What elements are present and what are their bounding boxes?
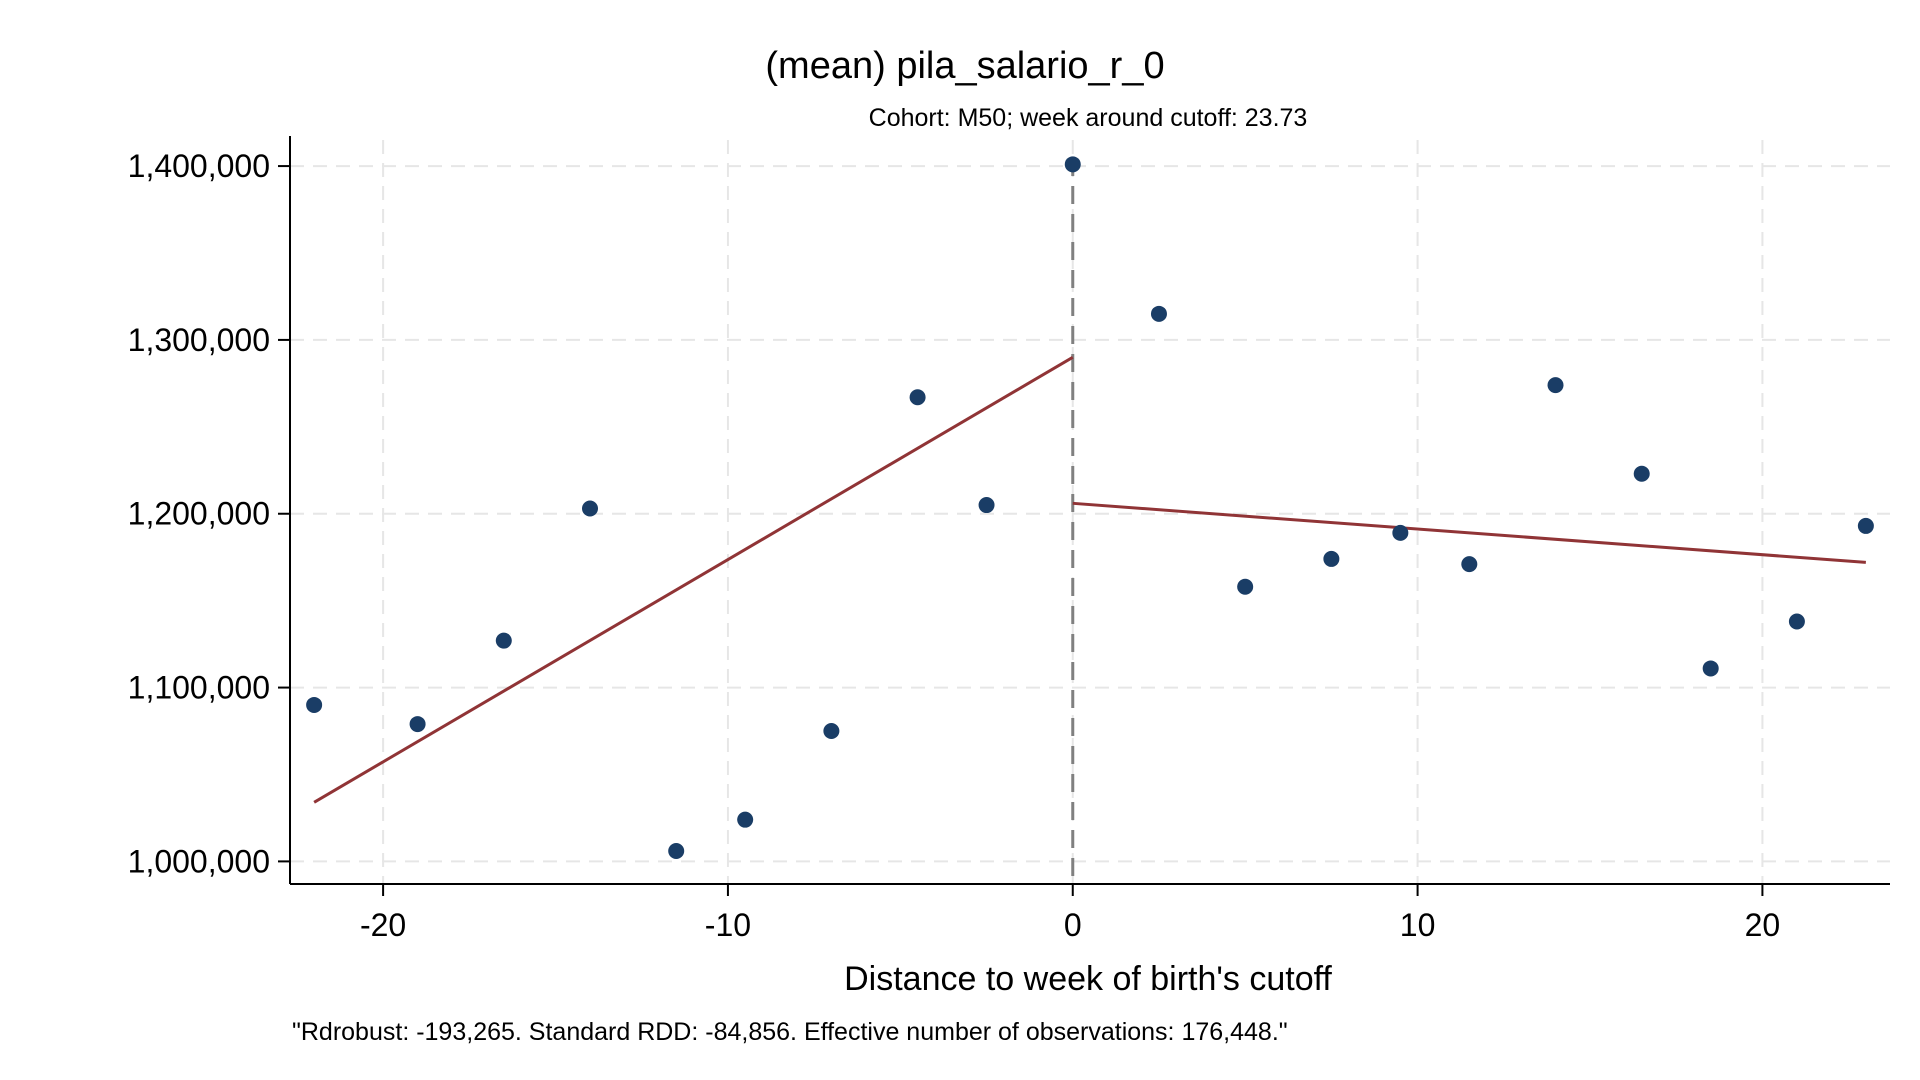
data-point-18: [1788, 613, 1805, 630]
x-tick-label-1: -10: [705, 907, 751, 943]
data-point-11: [1237, 578, 1254, 595]
axes: -20 -10 0 10 20 1,000,000 1,100,000 1,200,000 1,…: [128, 136, 1890, 943]
x-tick-label-2: 0: [1064, 907, 1082, 943]
data-point-3: [582, 500, 598, 517]
data-point-17: [1702, 660, 1719, 677]
data-point-0: [306, 696, 323, 713]
data-points: [306, 156, 1874, 859]
chart-subtitle: Cohort: M50; week around cutoff: 23.73: [869, 104, 1308, 132]
fit-line-1: [1072, 501, 1866, 564]
data-point-10: [1150, 305, 1167, 322]
data-point-8: [978, 497, 995, 514]
data-point-6: [823, 723, 840, 740]
y-tick-label-1: 1,100,000: [128, 670, 270, 706]
fit-line-0: [313, 355, 1074, 804]
chart-title: (mean) pila_salario_r_0: [765, 45, 1164, 87]
x-axis-label: Distance to week of birth's cutoff: [844, 960, 1332, 998]
y-tick-label-2: 1,200,000: [128, 496, 270, 532]
x-tick-label-0: -20: [360, 907, 406, 943]
data-point-19: [1857, 517, 1874, 534]
data-point-2: [495, 632, 512, 649]
x-tick-label-4: 20: [1745, 907, 1781, 943]
y-tick-label-3: 1,300,000: [128, 322, 270, 358]
data-point-5: [737, 811, 754, 828]
data-point-1: [409, 716, 426, 733]
data-point-12: [1323, 550, 1340, 567]
data-point-7: [909, 389, 926, 406]
y-tick-label-4: 1,400,000: [128, 148, 270, 184]
y-tick-label-0: 1,000,000: [128, 843, 270, 879]
data-point-4: [668, 842, 685, 859]
data-point-13: [1392, 524, 1409, 541]
data-point-14: [1461, 556, 1478, 573]
data-point-15: [1547, 377, 1564, 394]
data-point-16: [1633, 465, 1650, 482]
data-point-9: [1064, 156, 1081, 173]
footnote: "Rdrobust: -193,265. Standard RDD: -84,8…: [292, 1018, 1288, 1046]
fit-lines: [313, 355, 1866, 804]
x-tick-label-3: 10: [1400, 907, 1436, 943]
gridlines: [290, 140, 1890, 884]
